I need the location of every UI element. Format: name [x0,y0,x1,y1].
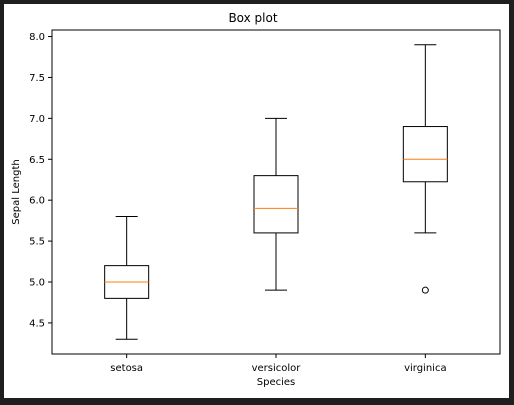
y-tick-label: 5.0 [29,278,45,289]
x-tick-label: versicolor [252,363,302,374]
outlier-point [421,286,429,294]
box-plot-chart: Box plot 4.5 5.0 5.5 6.0 6.5 7.0 7.5 8.0 setosa… [11,11,501,388]
figure: Box plot 4.5 5.0 5.5 6.0 6.5 7.0 7.5 8.0 setosa… [4,4,509,398]
x-tick-label: setosa [110,363,143,374]
y-tick-label: 6.0 [29,196,45,207]
y-axis-label: Sepal Length [11,159,22,224]
chart-title: Box plot [228,11,277,25]
y-tick-label: 6.5 [29,155,45,166]
iqr-box [253,175,299,234]
y-tick-label: 4.5 [29,318,45,329]
y-tick-label: 8.0 [29,32,45,43]
x-axis-ticks: setosa versicolor virginica [110,354,447,374]
boxes-layer [104,44,448,340]
box-versicolor [253,117,299,291]
box-setosa [104,216,150,340]
x-tick-label: virginica [404,363,447,374]
y-tick-label: 7.5 [29,73,45,84]
iqr-box [402,126,448,183]
y-tick-label: 7.0 [29,114,45,125]
y-axis-ticks: 4.5 5.0 5.5 6.0 6.5 7.0 7.5 8.0 [29,32,52,329]
plot-area [51,29,501,355]
x-axis-label: Species [257,377,296,388]
y-tick-label: 5.5 [29,237,45,248]
box-virginica [402,44,448,294]
